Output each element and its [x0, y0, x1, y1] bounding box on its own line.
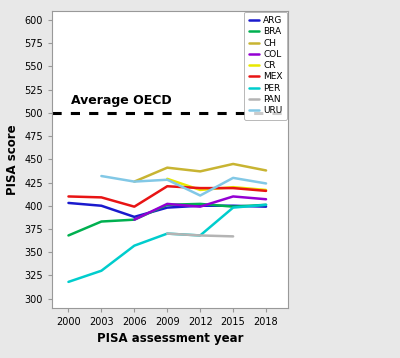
- X-axis label: PISA assessment year: PISA assessment year: [97, 333, 243, 345]
- Text: Average OECD: Average OECD: [71, 93, 171, 107]
- Y-axis label: PISA score: PISA score: [6, 124, 19, 195]
- Legend: ARG, BRA, CH, COL, CR, MEX, PER, PAN, URU: ARG, BRA, CH, COL, CR, MEX, PER, PAN, UR…: [244, 12, 287, 120]
